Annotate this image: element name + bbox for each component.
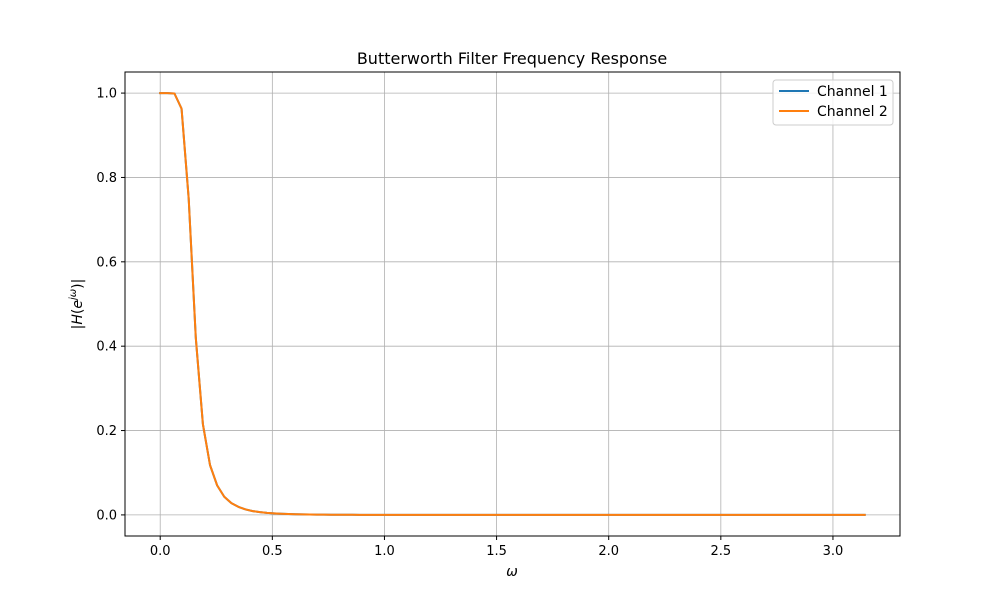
y-label-close-paren: ): [70, 283, 86, 288]
ticks-layer: 0.0 0.5 1.0 1.5 2.0 2.5 3.0 0.0 0.2 0.4 0.6 0.8 1.0: [96, 87, 843, 559]
x-tick-label: 2.0: [598, 544, 619, 559]
y-label-h: H: [70, 314, 86, 325]
y-label-bar-left: |: [70, 325, 86, 330]
plot-frame: [124, 71, 901, 537]
x-tick-label: 3.0: [823, 544, 844, 559]
y-label-e: e: [70, 300, 86, 309]
y-tick-label: 0.4: [96, 340, 117, 355]
y-label-exponent: jω: [68, 289, 79, 302]
grid-layer: [125, 72, 900, 536]
y-tick-label: 0.2: [96, 424, 117, 439]
y-tick-label: 0.6: [96, 255, 117, 270]
y-tick-label: 0.8: [96, 171, 117, 186]
y-tick-label: 1.0: [96, 87, 117, 102]
series-line-channel-2: [159, 92, 866, 516]
y-axis-label: |H(ejω)|: [68, 279, 86, 330]
x-tick-label: 1.0: [374, 544, 395, 559]
x-tick-label: 0.0: [150, 544, 171, 559]
series-layer: [159, 92, 866, 516]
x-axis-label: ω: [506, 564, 518, 580]
legend-label-channel-1: Channel 1: [817, 84, 888, 100]
legend: Channel 1 Channel 2: [772, 79, 894, 126]
y-label-bar-right: |: [70, 279, 86, 284]
y-tick-label: 0.0: [96, 508, 117, 523]
x-tick-label: 2.5: [710, 544, 731, 559]
y-label-open-paren: (: [70, 309, 86, 314]
legend-label-channel-2: Channel 2: [817, 104, 888, 120]
chart-title: Butterworth Filter Frequency Response: [357, 49, 667, 68]
x-tick-label: 1.5: [486, 544, 507, 559]
x-tick-label: 0.5: [262, 544, 283, 559]
